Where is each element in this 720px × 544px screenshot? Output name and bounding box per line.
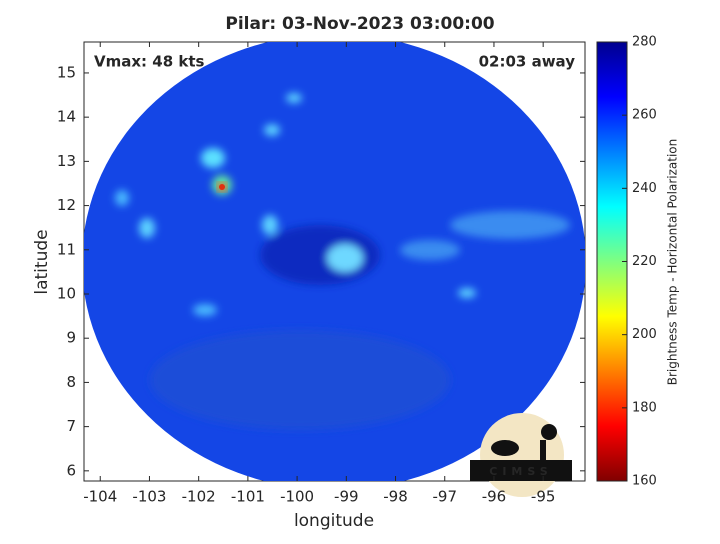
y-axis-label: latitude [32, 229, 52, 294]
y-tick-label: 15 [57, 63, 76, 81]
logo: CIMSS [470, 413, 572, 497]
colorbar-tick-label: 180 [632, 400, 657, 415]
colorbar-label: Brightness Temp - Horizontal Polarizatio… [666, 139, 680, 386]
y-tick-label: 7 [66, 417, 76, 435]
y-tick-label: 13 [57, 152, 76, 170]
colorbar-tick-label: 220 [632, 254, 657, 269]
logo-text: CIMSS [489, 465, 552, 478]
x-tick-label: -97 [432, 488, 457, 506]
y-tick-label: 10 [57, 284, 76, 302]
colorbar-tick-label: 280 [632, 35, 657, 50]
x-tick-label: -95 [531, 488, 556, 506]
swath-image [84, 42, 585, 481]
colorbar-tick-label: 160 [632, 474, 657, 489]
annotation: 02:03 away [479, 53, 576, 71]
y-tick-label: 6 [66, 461, 76, 479]
y-tick-label: 9 [66, 329, 76, 347]
y-tick-label: 8 [66, 373, 76, 391]
x-tick-label: -102 [182, 488, 216, 506]
x-tick-label: -96 [482, 488, 507, 506]
x-axis-label: longitude [294, 511, 374, 531]
x-tick-label: -103 [132, 488, 166, 506]
y-tick-label: 11 [57, 240, 76, 258]
y-tick-label: 12 [57, 196, 76, 214]
annotation: Vmax: 48 kts [94, 53, 204, 71]
colorbar-tick-label: 240 [632, 181, 657, 196]
x-tick-label: -104 [83, 488, 117, 506]
y-tick-label: 14 [57, 108, 76, 126]
x-tick-label: -98 [383, 488, 408, 506]
x-tick-label: -101 [231, 488, 265, 506]
x-tick-label: -99 [334, 488, 359, 506]
x-tick-label: -100 [280, 488, 314, 506]
colorbar-tick-label: 260 [632, 108, 657, 123]
colorbar-tick-label: 200 [632, 327, 657, 342]
chart-title: Pilar: 03-Nov-2023 03:00:00 [225, 14, 494, 34]
